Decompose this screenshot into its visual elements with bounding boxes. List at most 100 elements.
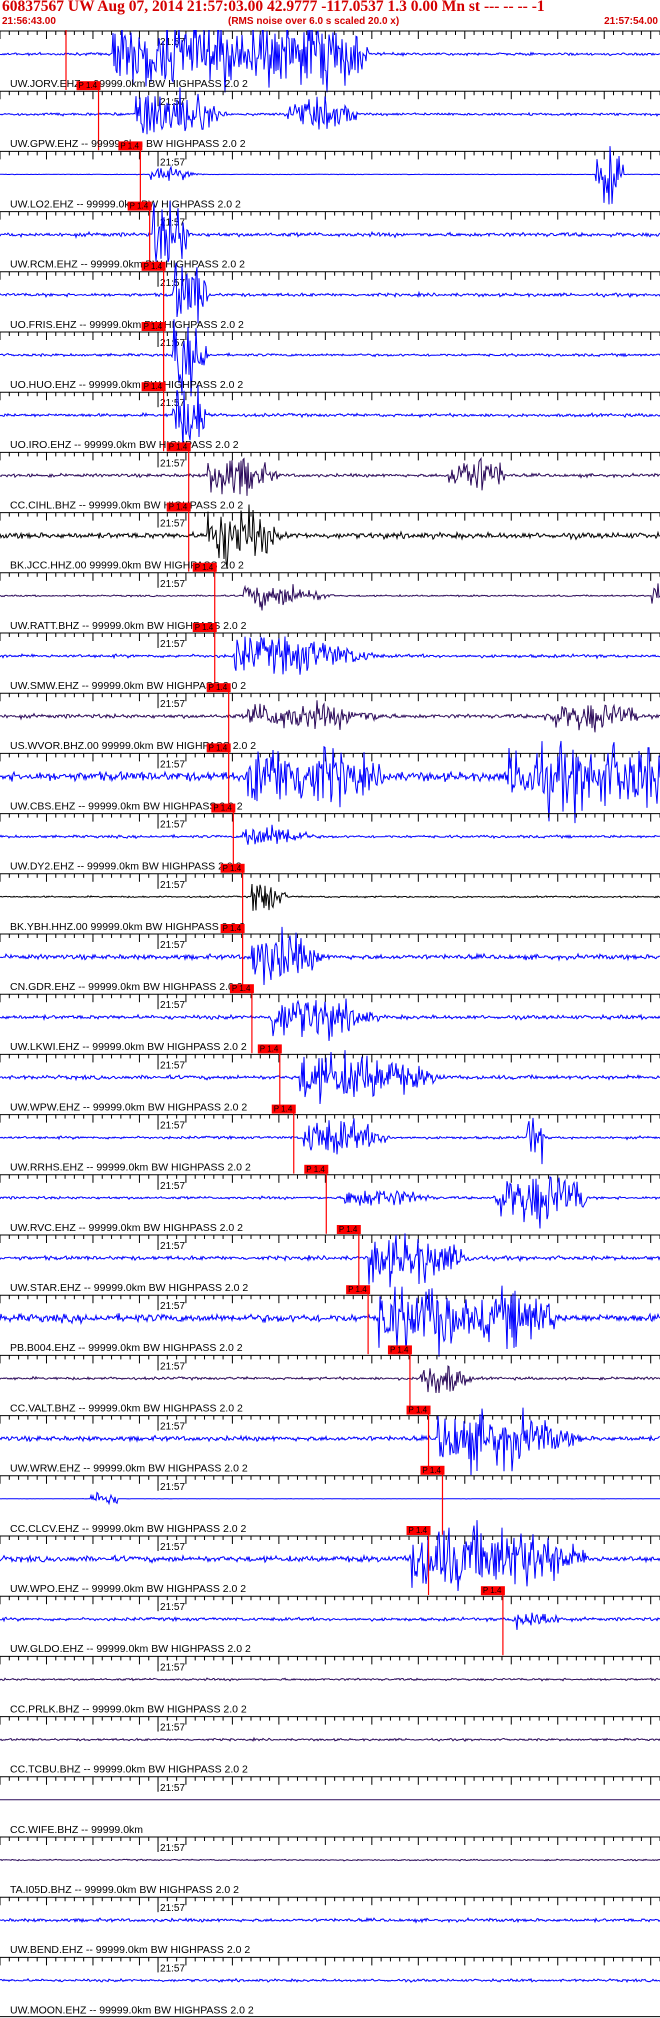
waveform [0, 30, 660, 93]
minute-tick-label: 21:57 [160, 1602, 185, 1613]
waveform [0, 1917, 660, 1924]
station-label: UO.FRIS.EHZ -- 99999.0km BW HIGHPASS 2.0… [10, 319, 244, 331]
minute-tick-label: 21:57 [160, 1482, 185, 1493]
trace-20: 21:57 P 1.4 UW.RVC.EHZ -- 99999.0km BW HIG… [0, 1164, 660, 1234]
trace-17: 21:57 P 1.4 UW.LKWI.EHZ -- 99999.0km BW HI… [0, 984, 660, 1054]
trace-27: 21:57 P 1.4 UW.GLDO.EHZ -- 99999.0km BW HI… [0, 1586, 660, 1656]
station-label: UW.CBS.EHZ -- 99999.0km BW HIGHPASS 2.0 … [10, 800, 243, 812]
pick-box [141, 261, 166, 271]
seismogram-plot: 21:57 P 1.4 UW.JORV.EHZ -- 99999.0km BW HI… [0, 30, 660, 2018]
minute-tick-label: 21:57 [160, 579, 185, 590]
minute-tick-label: 21:57 [160, 458, 185, 469]
waveform [0, 319, 660, 397]
waveform [0, 87, 660, 135]
station-label: UW.MOON.EHZ -- 99999.0km BW HIGHPASS 2.0… [10, 2004, 254, 2016]
waveform [0, 1677, 660, 1682]
trace-21: 21:57 P 1.4 UW.STAR.EHZ -- 99999.0km BW HI… [0, 1225, 660, 1294]
pick-label: P 1.4 [409, 1406, 428, 1415]
minute-tick-label: 21:57 [160, 157, 185, 168]
minute-tick-label: 21:57 [160, 820, 185, 831]
waveform [0, 1050, 660, 1105]
pick-box [118, 141, 143, 151]
trace-9: 21:57P 1.4BK.JCC.HHZ.00 99999.0km BW HIG… [0, 502, 660, 572]
pick-box [257, 1044, 282, 1054]
pick-label: P 1.4 [306, 1165, 325, 1174]
minute-tick-label: 21:57 [160, 1843, 185, 1854]
station-label: UW.DY2.EHZ -- 99999.0km BW HIGHPASS 2.0 … [10, 861, 242, 873]
station-label: UW.RRHS.EHZ -- 99999.0km BW HIGHPASS 2.0… [10, 1162, 251, 1174]
minute-tick-label: 21:57 [160, 1662, 185, 1673]
pick-label: P 1.4 [260, 1044, 279, 1053]
station-label: BK.YBH.HHZ.00 99999.0km BW HIGHPASS 2.0 … [10, 921, 245, 933]
pick-label: P 1.4 [339, 1225, 358, 1234]
trace-10: 21:57P 1.4UW.RATT.BHZ -- 99999.0km BW HI… [0, 562, 660, 632]
pick-box [76, 81, 101, 91]
trace-6: 21:57P 1.4UO.HUO.EHZ -- 99999.0km BW HIG… [0, 319, 660, 397]
pick-box [220, 924, 245, 933]
waveform [0, 926, 660, 986]
waveform [0, 1858, 660, 1862]
minute-tick-label: 21:57 [160, 759, 185, 770]
pick-label: P 1.4 [120, 141, 139, 150]
waveform [0, 700, 660, 733]
pick-label: P 1.4 [195, 563, 214, 572]
minute-tick-label: 21:57 [160, 880, 185, 891]
trace-26: 21:57 P 1.4 UW.WPO.EHZ -- 99999.0km BW HIG… [0, 1520, 660, 1595]
event-title: 60837567 UW Aug 07, 2014 21:57:03.00 42.… [2, 0, 545, 15]
pick-box [192, 562, 217, 572]
trace-19: 21:57 P 1.4 UW.RRHS.EHZ -- 99999.0km BW HI… [0, 1104, 660, 1174]
pick-box [387, 1345, 412, 1355]
station-label: UW.RATT.BHZ -- 99999.0km BW HIGHPASS 2.0… [10, 620, 247, 632]
minute-tick-label: 21:57 [160, 398, 185, 409]
pick-label: P 1.4 [195, 623, 214, 632]
waveform [0, 740, 660, 824]
waveform [0, 1365, 660, 1394]
station-label: CN.GDR.EHZ -- 99999.0km BW HIGHPASS 2.0 … [10, 981, 243, 993]
station-label: PB.B004.EHZ -- 99999.0km BW HIGHPASS 2.0… [10, 1342, 243, 1354]
waveform [0, 1491, 660, 1506]
station-label: UW.LKWI.EHZ -- 99999.0km BW HIGHPASS 2.0… [10, 1041, 247, 1053]
waveform [0, 200, 660, 263]
station-label: UW.JORV.EHZ -- 99999.0km BW HIGHPASS 2.0… [10, 78, 248, 90]
pick-label: P 1.4 [409, 1526, 428, 1535]
pick-label: P 1.4 [232, 984, 251, 993]
trace-7: 21:57P 1.4UO.IRO.EHZ -- 99999.0km BW HIG… [0, 382, 660, 452]
minute-tick-label: 21:57 [160, 639, 185, 650]
waveform [0, 883, 660, 911]
minute-tick-label: 21:57 [160, 97, 185, 108]
waveform [0, 635, 660, 675]
station-label: UW.RCM.EHZ -- 99999.0km BW HIGHPASS 2.0 … [10, 259, 245, 271]
trace-33: 21:57 UW.MOON.EHZ -- 99999.0km BW HIGHPAS… [0, 1956, 660, 2016]
pick-label: P 1.4 [483, 1586, 502, 1595]
noise-note: (RMS noise over 6.0 s scaled 20.0 x) [228, 16, 400, 27]
station-label: TA.I05D.BHZ -- 99999.0km BW HIGHPASS 2.0… [10, 1884, 239, 1896]
pick-box [206, 683, 231, 693]
station-label: CC.CIHL.BHZ -- 99999.0km BW HIGHPASS 2.0… [10, 499, 243, 511]
pick-box [229, 984, 254, 994]
trace-29: 21:57 CC.TCBU.BHZ -- 99999.0km BW HIGHPAS… [0, 1716, 660, 1776]
station-label: UW.WRW.EHZ -- 99999.0km BW HIGHPASS 2.0 … [10, 1463, 248, 1475]
trace-22: 21:57 P 1.4 PB.B004.EHZ -- 99999.0km BW HI… [0, 1285, 660, 1357]
waveform [0, 1520, 660, 1592]
pick-box [211, 803, 236, 813]
station-label: CC.VALT.BHZ -- 99999.0km BW HIGHPASS 2.0… [10, 1402, 243, 1414]
waveform [0, 824, 660, 845]
station-label: BK.JCC.HHZ.00 99999.0km BW HIGHPASS 2.0 … [10, 560, 244, 572]
pick-label: P 1.4 [130, 202, 149, 211]
pick-box [166, 442, 191, 452]
minute-tick-label: 21:57 [160, 1181, 185, 1192]
pick-label: P 1.4 [274, 1105, 293, 1114]
waveform [0, 457, 660, 496]
trace-1: 21:57 P 1.4UW.JORV.EHZ -- 99999.0km BW HI… [0, 30, 660, 93]
waveform [0, 504, 660, 569]
pick-label: P 1.4 [209, 743, 228, 752]
station-label: UW.WPW.EHZ -- 99999.0km BW HIGHPASS 2.0 … [10, 1101, 247, 1113]
trace-8: 21:57P 1.4CC.CIHL.BHZ -- 99999.0km BW HI… [0, 442, 660, 512]
pick-box [271, 1104, 296, 1114]
trace-32: 21:57 UW.BEND.EHZ -- 99999.0km BW HIGHPAS… [0, 1896, 660, 1956]
pick-label: P 1.4 [144, 322, 163, 331]
station-label: UW.GLDO.EHZ -- 99999.0km BW HIGHPASS 2.0… [10, 1643, 251, 1655]
pick-label: P 1.4 [144, 262, 163, 271]
pick-label: P 1.4 [390, 1345, 409, 1354]
minute-tick-label: 21:57 [160, 37, 185, 48]
